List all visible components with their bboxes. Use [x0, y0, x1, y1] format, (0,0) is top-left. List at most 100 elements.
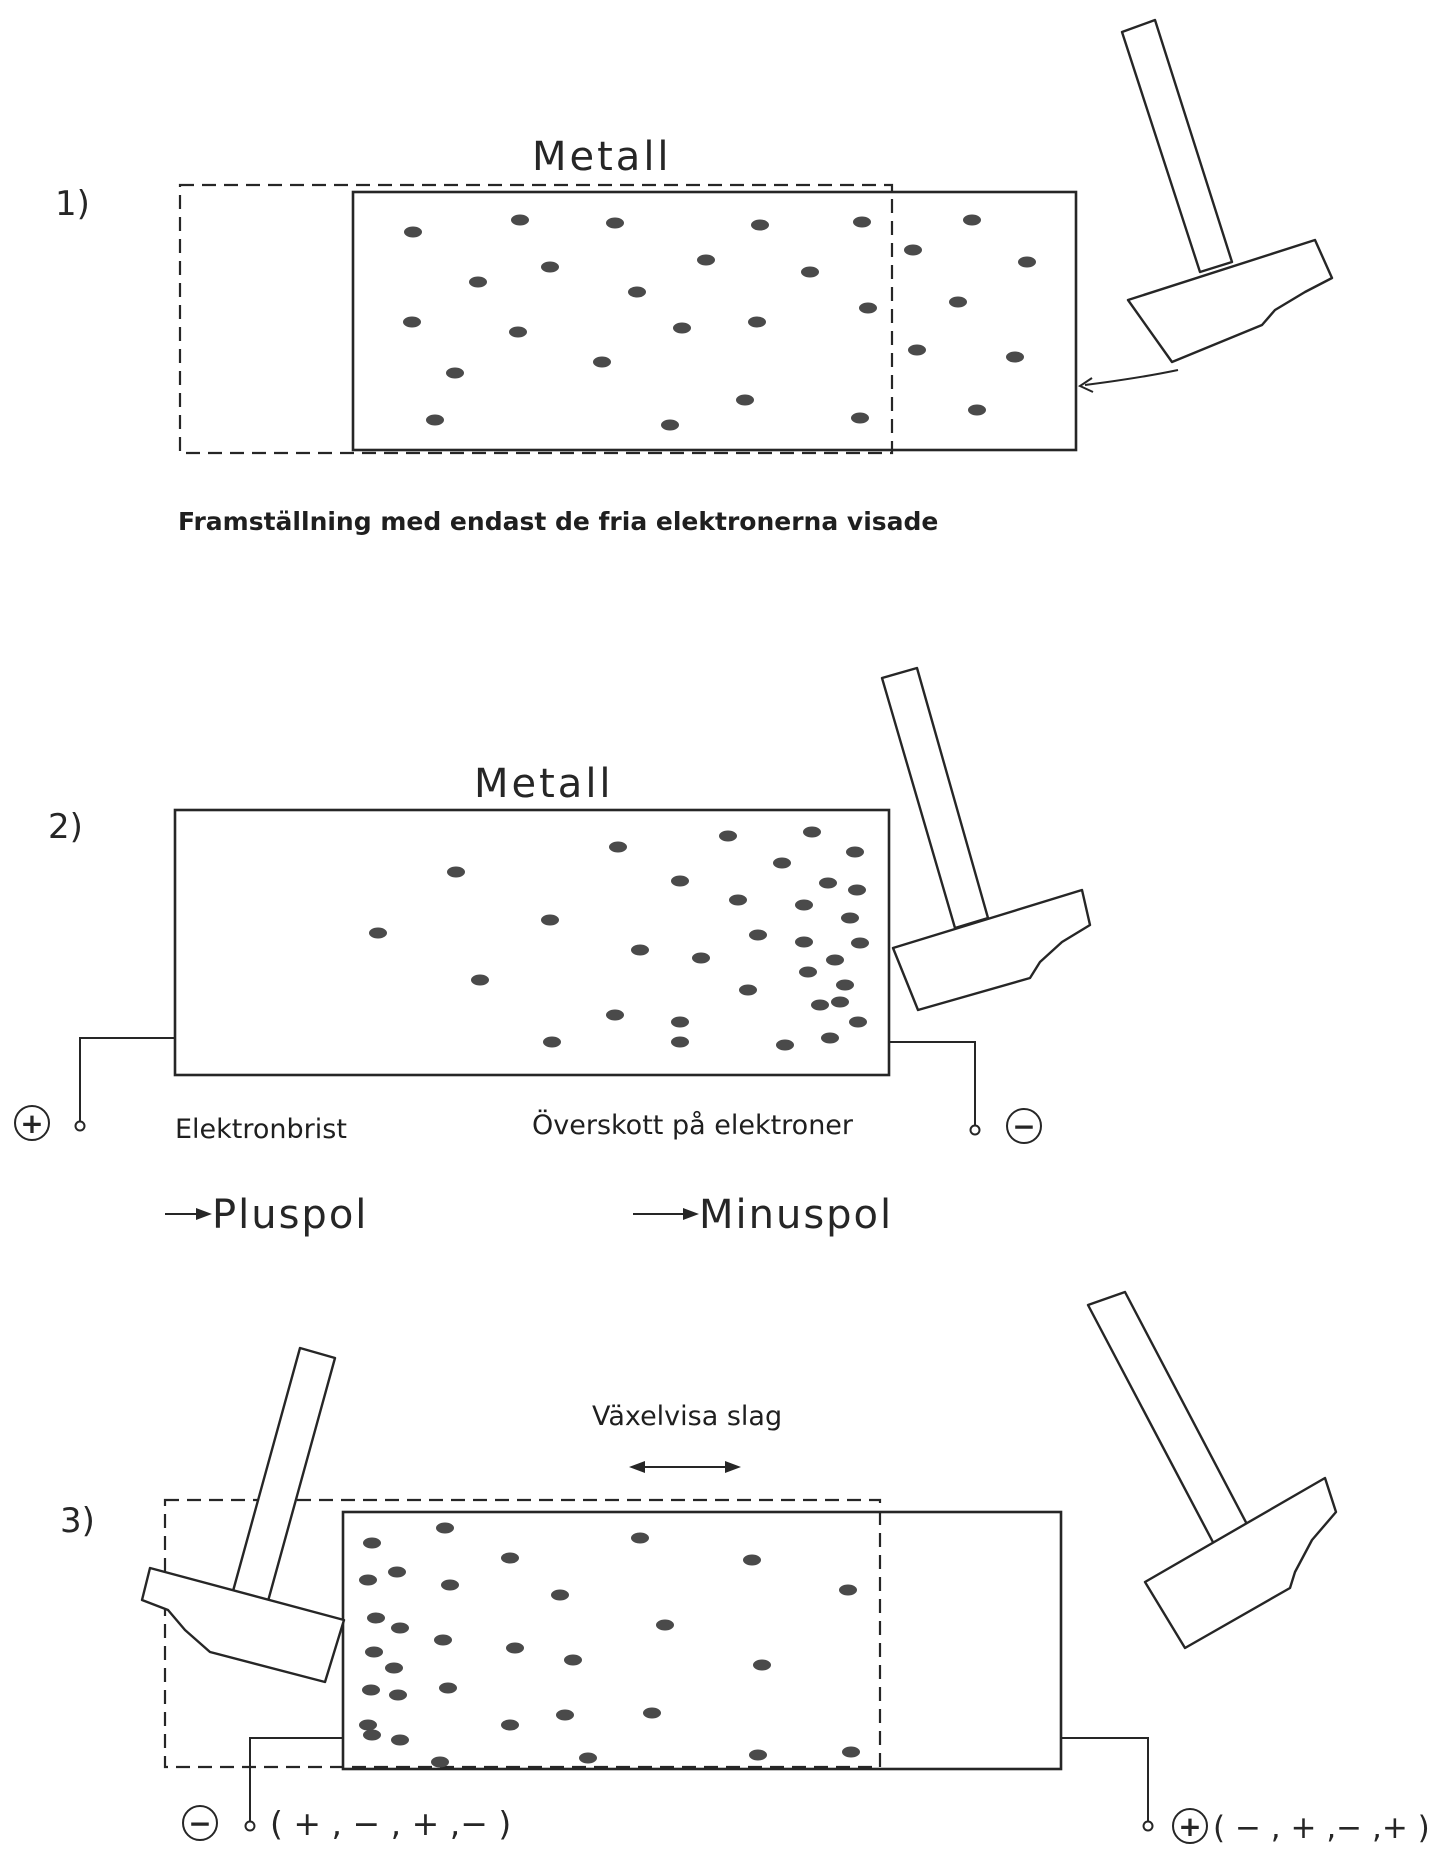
electron-dot — [851, 937, 869, 949]
panel-3-electrons — [359, 1522, 860, 1768]
electron-dot — [719, 830, 737, 842]
panel-2-right-label: Överskott på elektroner — [532, 1109, 854, 1141]
electron-dot — [1006, 351, 1024, 363]
electron-dot — [541, 914, 559, 926]
electron-dot — [801, 266, 819, 278]
panel-1-strike-arrowhead — [1077, 377, 1094, 393]
electron-dot — [859, 302, 877, 314]
electron-dot — [803, 826, 821, 838]
electron-dot — [821, 1032, 839, 1044]
electron-dot — [739, 984, 757, 996]
electron-dot — [846, 846, 864, 858]
electron-dot — [501, 1552, 519, 1564]
hammer-head — [1143, 1476, 1338, 1650]
electron-dot — [849, 1016, 867, 1028]
electron-dot — [643, 1707, 661, 1719]
electron-dot — [661, 419, 679, 431]
panel-3-number: 3) — [60, 1501, 95, 1541]
electron-dot — [403, 316, 421, 328]
panel-3-plus-circle — [1172, 1808, 1208, 1844]
electron-dot — [628, 286, 646, 298]
electron-dot — [631, 1532, 649, 1544]
electron-dot — [848, 884, 866, 896]
hammer-head — [1126, 238, 1334, 364]
panel-1-title: Metall — [532, 134, 672, 180]
electron-dot — [388, 1566, 406, 1578]
panel-2-electrons — [369, 826, 869, 1051]
minuspol-arrowhead — [683, 1208, 699, 1220]
electron-dot — [842, 1746, 860, 1758]
electron-dot — [391, 1734, 409, 1746]
electron-dot — [501, 1719, 519, 1731]
double-arrow-left-head — [629, 1461, 645, 1473]
panel-3-minus-circle — [182, 1805, 218, 1841]
electron-dot — [671, 1036, 689, 1048]
electron-dot — [831, 996, 849, 1008]
electron-dot — [551, 1589, 569, 1601]
electron-dot — [367, 1612, 385, 1624]
hammer-head — [891, 888, 1092, 1012]
electron-dot — [391, 1622, 409, 1634]
electron-dot — [839, 1584, 857, 1596]
electron-dot — [556, 1709, 574, 1721]
panel-2-left-wire — [79, 1037, 175, 1122]
electron-dot — [426, 414, 444, 426]
electron-dot — [795, 899, 813, 911]
minus-pole-circle — [1006, 1108, 1042, 1144]
hammer-handle — [1120, 18, 1234, 274]
panel-3-left-wire — [249, 1737, 343, 1822]
panel-3-right-terminal — [1142, 1820, 1154, 1832]
electron-dot — [853, 216, 871, 228]
electron-dot — [692, 952, 710, 964]
electron-dot — [506, 1642, 524, 1654]
electron-dot — [471, 974, 489, 986]
hammer-handle — [228, 1346, 337, 1614]
panel-1-caption: Framställning med endast de fria elektro… — [178, 507, 938, 536]
electron-dot — [541, 261, 559, 273]
plus-pole-symbol: + — [20, 1107, 43, 1140]
panel-1-number: 1) — [55, 184, 90, 224]
electron-dot — [749, 1749, 767, 1761]
electron-dot — [434, 1634, 452, 1646]
electron-dot — [543, 1036, 561, 1048]
panel-2-number: 2) — [48, 807, 83, 847]
panel-2-right-terminal — [969, 1124, 981, 1136]
electron-dot — [776, 1039, 794, 1051]
electron-dot — [968, 404, 986, 416]
electron-dot — [389, 1689, 407, 1701]
panel-3-left-terminal — [244, 1820, 256, 1832]
electron-dot — [404, 226, 422, 238]
hammer-handle — [1086, 1290, 1252, 1548]
electron-dot — [799, 966, 817, 978]
electron-dot — [673, 322, 691, 334]
electron-dot — [441, 1579, 459, 1591]
electron-dot — [751, 219, 769, 231]
panel-1-electrons — [403, 214, 1036, 431]
electron-dot — [795, 936, 813, 948]
electron-dot — [369, 927, 387, 939]
panel-3-compressed-outline — [163, 1498, 882, 1769]
electron-dot — [736, 394, 754, 406]
panel-3-left-hammer — [140, 1346, 346, 1684]
electron-dot — [362, 1684, 380, 1696]
double-arrow-right-head — [725, 1461, 741, 1473]
electron-dot — [385, 1662, 403, 1674]
electron-dot — [509, 326, 527, 338]
hammer-head — [140, 1566, 346, 1684]
electron-dot — [606, 1009, 624, 1021]
electron-dot — [908, 344, 926, 356]
electron-dot — [656, 1619, 674, 1631]
electron-dot — [826, 954, 844, 966]
panel-2: 2) Metall + − Elektronbrist Överskott på… — [14, 666, 1092, 1238]
electron-dot — [836, 979, 854, 991]
pluspol-label: Pluspol — [212, 1192, 368, 1238]
electron-dot — [593, 356, 611, 368]
panel-2-right-wire — [889, 1041, 976, 1126]
panel-2-title: Metall — [474, 761, 614, 807]
panel-3-title: Växelvisa slag — [592, 1401, 782, 1432]
panel-1: 1) Metall Framställning med endast de fr… — [55, 18, 1334, 536]
panel-2-hammer — [880, 666, 1092, 1012]
panel-3-plus-symbol: + — [1178, 1810, 1201, 1843]
electron-dot — [609, 841, 627, 853]
electron-dot — [359, 1574, 377, 1586]
